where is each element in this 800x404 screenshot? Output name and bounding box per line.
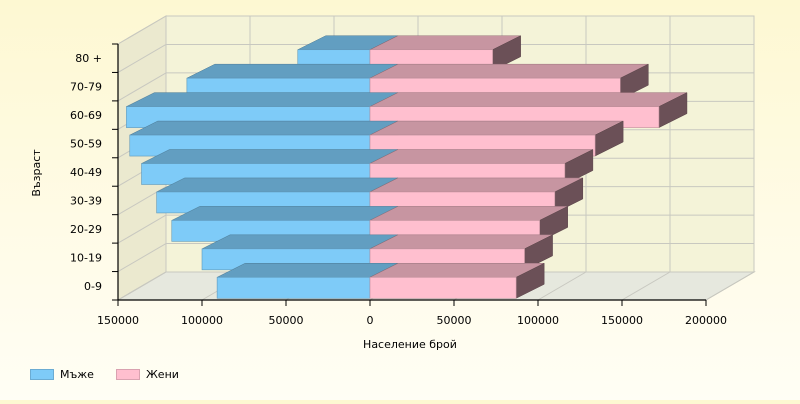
legend-label-men: Мъже xyxy=(60,368,94,381)
bar-women-0-9 xyxy=(369,262,545,299)
y-tick-label-60-69: 60-69 xyxy=(70,109,102,122)
bar-top-face xyxy=(369,120,624,136)
chart-bars xyxy=(126,35,688,299)
gridline-side-9 xyxy=(117,15,167,45)
bar-top-face xyxy=(129,120,399,136)
gridline-side-0 xyxy=(117,271,167,301)
y-tick-label-30-39: 30-39 xyxy=(70,194,102,207)
bar-top-face xyxy=(171,206,399,221)
bar-top-face xyxy=(369,263,545,278)
legend-swatch-women xyxy=(115,369,140,380)
x-axis-title: Население брой xyxy=(363,338,457,351)
x-tick-label-6: 150000 xyxy=(601,314,643,327)
y-tick-label-70-79: 70-79 xyxy=(70,81,102,94)
bar-top-face xyxy=(369,234,553,250)
bar-men-0-9 xyxy=(216,262,399,299)
gridline-side-7 xyxy=(117,72,167,102)
y-tick-label-10-19: 10-19 xyxy=(70,251,102,264)
bar-top-face xyxy=(217,263,399,278)
x-tick-label-2: 50000 xyxy=(269,314,304,327)
bar-top-face xyxy=(141,149,399,164)
x-tick-label-5: 100000 xyxy=(517,314,559,327)
chart-axes xyxy=(117,44,706,301)
x-tick-label-4: 50000 xyxy=(437,314,472,327)
bar-top-face xyxy=(156,177,399,193)
bar-top-face xyxy=(186,63,399,79)
bar-top-face xyxy=(369,149,593,164)
x-tick-label-1: 100000 xyxy=(181,314,223,327)
gridline-side-2 xyxy=(117,214,167,244)
legend-label-women: Жени xyxy=(145,368,179,381)
bar-top-face xyxy=(369,92,688,107)
gridline-floor-7 xyxy=(705,271,755,301)
gridline-side-8 xyxy=(117,44,167,73)
legend-item-men: Мъже xyxy=(30,368,94,381)
y-tick-label-0-9: 0-9 xyxy=(84,280,102,293)
y-tick-label-50-59: 50-59 xyxy=(70,138,102,151)
bar-top-face xyxy=(126,92,399,107)
bar-front-face xyxy=(369,276,517,299)
chart-tick-labels: 0-9 10-19 20-29 30-39 40-49 50-59 60-69 70-79 80… xyxy=(70,43,727,327)
bar-top-face xyxy=(201,234,399,250)
chart-legend: Мъже Жени xyxy=(30,368,201,381)
y-axis-title: Възраст xyxy=(30,149,43,197)
bar-top-face xyxy=(369,177,583,193)
gridline-floor-5 xyxy=(537,271,587,301)
gridline-side-1 xyxy=(117,243,167,272)
x-tick-label-3: 0 xyxy=(367,314,374,327)
gridline-floor-6 xyxy=(621,271,671,301)
y-tick-label-80: 80 + xyxy=(75,52,102,65)
x-tick-label-7: 200000 xyxy=(685,314,727,327)
bar-front-face xyxy=(216,276,371,299)
y-tick-label-20-29: 20-29 xyxy=(70,223,102,236)
y-tick-label-40-49: 40-49 xyxy=(70,166,102,179)
bar-top-face xyxy=(369,206,568,221)
legend-swatch-men xyxy=(30,369,54,380)
x-tick-label-0: 150000 xyxy=(97,314,139,327)
bar-top-face xyxy=(369,63,649,79)
legend-item-women: Жени xyxy=(115,368,179,381)
